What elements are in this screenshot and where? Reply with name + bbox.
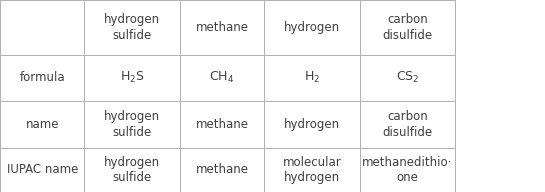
- Text: name: name: [26, 118, 59, 131]
- Text: hydrogen: hydrogen: [284, 21, 340, 34]
- Text: carbon
disulfide: carbon disulfide: [383, 13, 432, 42]
- Text: hydrogen
sulfide: hydrogen sulfide: [104, 13, 160, 42]
- Text: formula: formula: [20, 71, 65, 84]
- Text: carbon
disulfide: carbon disulfide: [383, 110, 432, 139]
- Text: methanedithio·
one: methanedithio· one: [362, 156, 452, 184]
- Text: H$_2$S: H$_2$S: [120, 70, 144, 85]
- Text: methane: methane: [196, 21, 249, 34]
- Text: CH$_4$: CH$_4$: [209, 70, 235, 85]
- Text: IUPAC name: IUPAC name: [7, 163, 78, 176]
- Text: methane: methane: [196, 163, 249, 176]
- Text: hydrogen
sulfide: hydrogen sulfide: [104, 110, 160, 139]
- Text: hydrogen: hydrogen: [284, 118, 340, 131]
- Text: molecular
hydrogen: molecular hydrogen: [283, 156, 341, 184]
- Text: H$_2$: H$_2$: [304, 70, 320, 85]
- Text: hydrogen
sulfide: hydrogen sulfide: [104, 156, 160, 184]
- Text: methane: methane: [196, 118, 249, 131]
- Text: CS$_2$: CS$_2$: [396, 70, 419, 85]
